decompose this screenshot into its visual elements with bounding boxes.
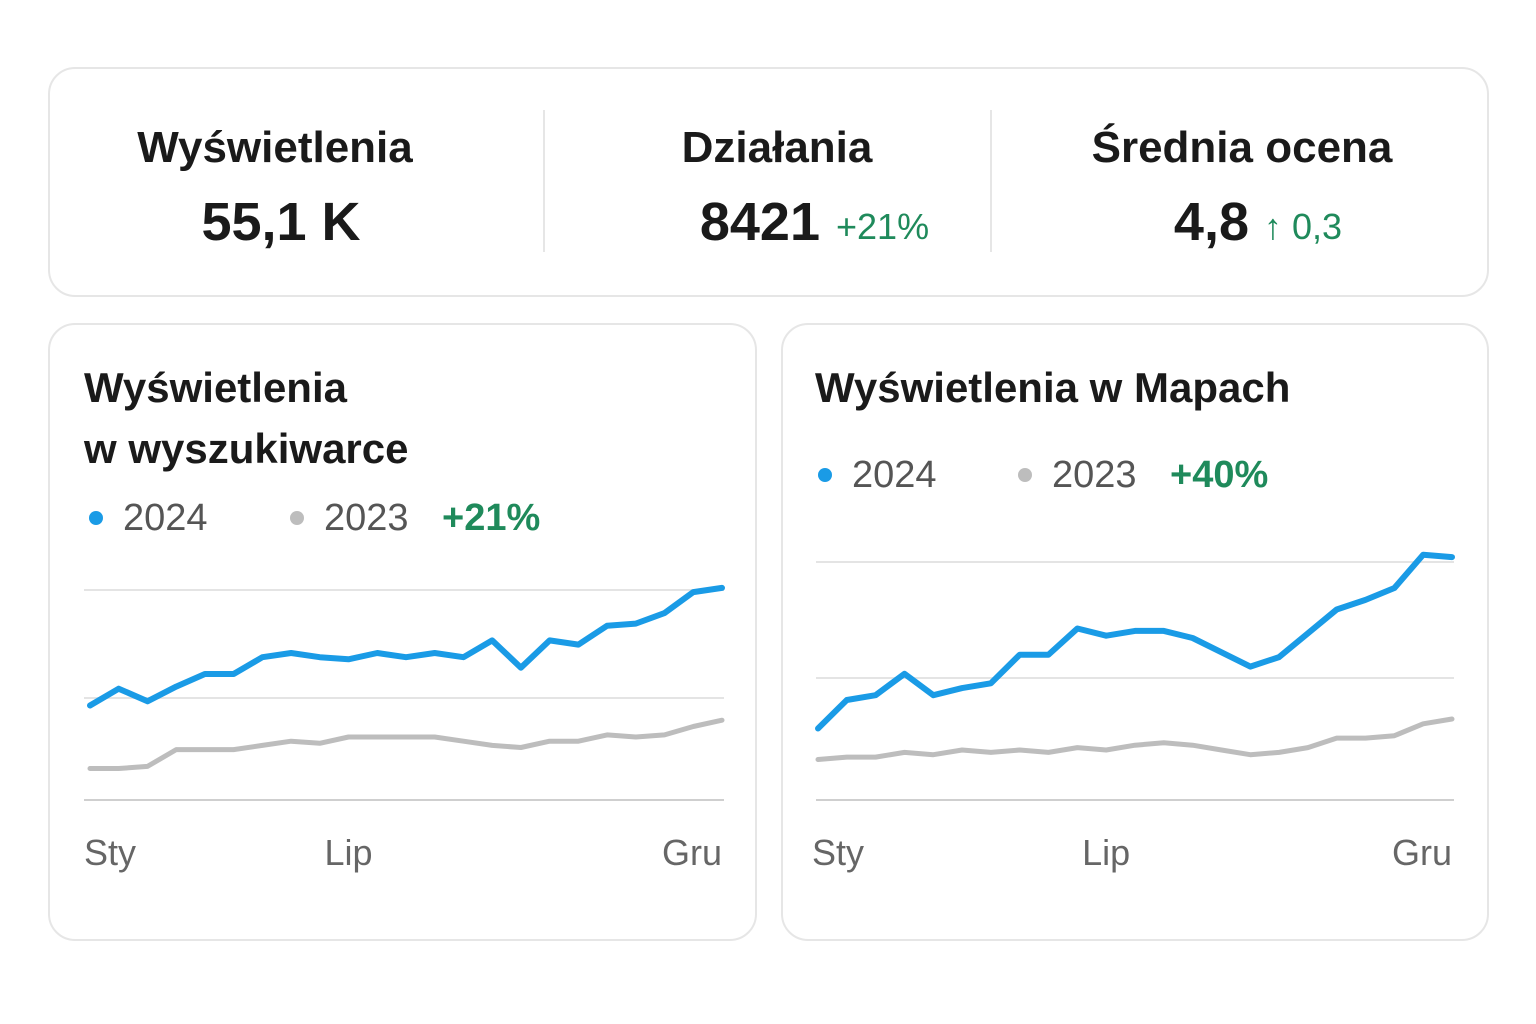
- legend-label: 2024: [852, 454, 937, 496]
- x-tick-label: Gru: [662, 832, 722, 873]
- x-tick-label: Sty: [812, 832, 864, 873]
- legend-change: +40%: [1170, 454, 1268, 496]
- legend-dot: [818, 468, 832, 482]
- series-line: [815, 551, 1455, 732]
- kpi-value: 4,8: [1174, 192, 1249, 252]
- x-tick-label: Sty: [84, 832, 136, 873]
- series-line: [87, 717, 725, 771]
- x-tick-label: Lip: [1082, 832, 1130, 873]
- chart-title: Wyświetlenia: [84, 364, 348, 411]
- kpi-label: Średnia ocena: [1092, 122, 1393, 172]
- kpi-value: 55,1 K: [201, 192, 360, 252]
- chart-title: w wyszukiwarce: [83, 425, 409, 472]
- legend-label: 2024: [123, 497, 208, 539]
- series-line: [87, 584, 725, 709]
- legend-label: 2023: [1052, 454, 1137, 496]
- kpi-label: Wyświetlenia: [137, 123, 413, 172]
- kpi-change: ↑ 0,3: [1264, 206, 1342, 247]
- chart-card: [48, 323, 757, 941]
- chart-title: Wyświetlenia w Mapach: [815, 364, 1290, 411]
- legend-label: 2023: [324, 497, 409, 539]
- legend-change: +21%: [442, 497, 540, 539]
- summary-card: [48, 67, 1489, 297]
- series-line: [815, 716, 1455, 762]
- kpi-value: 8421: [700, 192, 820, 252]
- x-tick-label: Lip: [325, 832, 373, 873]
- kpi-label: Działania: [682, 123, 873, 172]
- kpi-change: +21%: [836, 206, 929, 247]
- x-tick-label: Gru: [1392, 832, 1452, 873]
- legend-dot: [290, 511, 304, 525]
- legend-dot: [89, 511, 103, 525]
- legend-dot: [1018, 468, 1032, 482]
